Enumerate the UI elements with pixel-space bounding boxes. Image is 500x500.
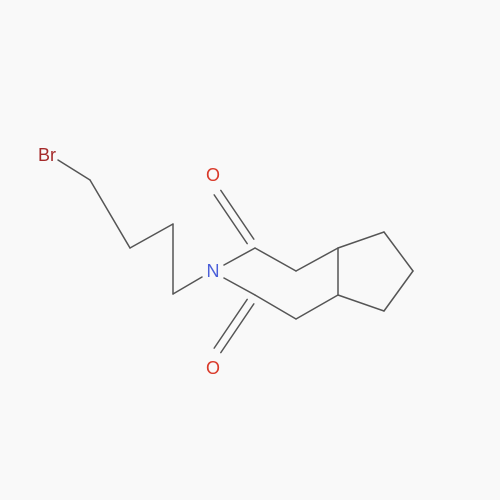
atom-o1: O [206, 165, 220, 185]
atom-o2: O [206, 358, 220, 378]
atom-n: N [207, 261, 220, 281]
atom-br: Br [38, 145, 56, 165]
molecule-svg: Br N O O [0, 0, 500, 500]
